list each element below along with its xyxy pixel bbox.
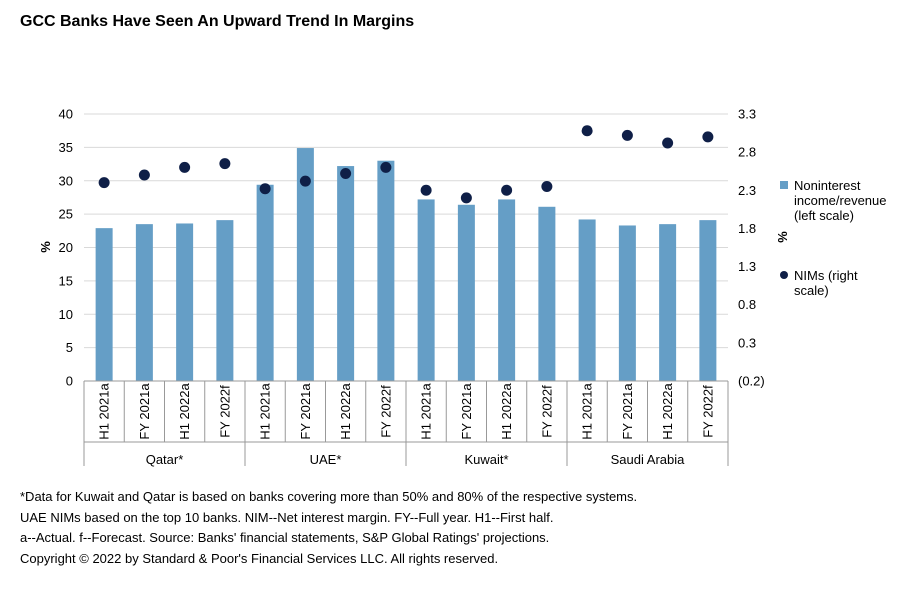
y-right-tick-label: 1.3 — [738, 259, 756, 274]
legend-bar-label-line: income/revenue — [794, 193, 887, 208]
y-left-tick-label: 0 — [66, 374, 73, 389]
bar — [659, 224, 677, 381]
x-tick-label: H1 2022a — [660, 383, 675, 440]
data-point — [420, 184, 432, 196]
footnotes: *Data for Kuwait and Qatar is based on b… — [20, 487, 637, 569]
bar — [538, 206, 556, 381]
y-left-tick-label: 35 — [59, 140, 73, 155]
data-point — [179, 161, 191, 173]
bar — [216, 220, 234, 381]
x-tick-label: FY 2022f — [539, 385, 554, 438]
x-tick-label: H1 2021a — [97, 383, 112, 440]
x-tick-label: FY 2021a — [620, 383, 635, 440]
legend-dot-label-line: scale) — [794, 283, 829, 298]
bar — [296, 148, 314, 381]
x-tick-label: FY 2021a — [298, 383, 313, 440]
data-point — [541, 180, 553, 192]
bar — [176, 223, 194, 381]
y-left-tick-label: 10 — [59, 307, 73, 322]
bar — [95, 228, 113, 381]
data-point — [138, 169, 150, 181]
bar — [699, 220, 717, 381]
x-tick-label: FY 2021a — [459, 383, 474, 440]
y-left-tick-label: 15 — [59, 273, 73, 288]
group-label: Saudi Arabia — [611, 452, 685, 467]
footnote: a--Actual. f--Forecast. Source: Banks' f… — [20, 530, 550, 545]
footnote: Copyright © 2022 by Standard & Poor's Fi… — [20, 550, 499, 566]
data-point — [98, 177, 110, 189]
footnote: *Data for Kuwait and Qatar is based on b… — [20, 489, 638, 504]
data-point — [621, 129, 633, 141]
legend-dot-swatch — [780, 271, 788, 279]
data-point — [460, 192, 472, 204]
x-tick-label: FY 2022f — [217, 385, 232, 438]
bar — [578, 219, 596, 381]
legend-bar-swatch — [780, 181, 788, 189]
bar — [457, 204, 475, 381]
chart-title: GCC Banks Have Seen An Upward Trend In M… — [20, 13, 415, 30]
data-point — [340, 168, 352, 180]
y-left-tick-label: 30 — [59, 173, 73, 188]
data-point — [501, 184, 513, 196]
data-point — [662, 137, 674, 149]
x-tick-label: H1 2021a — [580, 383, 595, 440]
data-point — [702, 131, 714, 143]
bar — [377, 160, 395, 381]
group-label: Qatar* — [146, 452, 184, 467]
bar — [498, 199, 516, 381]
group-label: Kuwait* — [464, 452, 508, 467]
x-tick-label: H1 2022a — [499, 383, 514, 440]
y-right-tick-label: 1.8 — [738, 221, 756, 236]
data-point — [219, 158, 231, 170]
y-right-tick-label: 2.3 — [738, 183, 756, 198]
x-tick-label: H1 2021a — [258, 383, 273, 440]
y-left-tick-label: 25 — [59, 207, 73, 222]
x-tick-label: H1 2022a — [338, 383, 353, 440]
x-tick-label: H1 2021a — [419, 383, 434, 440]
footnote: UAE NIMs based on the top 10 banks. NIM-… — [20, 509, 554, 525]
data-point — [581, 125, 593, 137]
legend-dot-label-line: NIMs (right — [794, 268, 858, 283]
bar — [256, 184, 274, 381]
bar — [618, 225, 636, 381]
y-left-tick-label: 40 — [59, 107, 73, 122]
bar — [417, 199, 435, 381]
y-left-tick-label: 5 — [66, 340, 73, 355]
y-right-tick-label: 0.3 — [738, 335, 756, 350]
x-tick-label: FY 2021a — [137, 383, 152, 440]
y-right-axis-label: % — [775, 231, 790, 243]
y-right-tick-label: 2.8 — [738, 145, 756, 160]
data-point — [380, 161, 392, 173]
legend-bar-label-line: Noninterest — [794, 178, 861, 193]
bar — [135, 224, 153, 381]
bar — [337, 166, 355, 381]
x-tick-label: FY 2022f — [700, 385, 715, 438]
y-left-axis-label: % — [38, 241, 53, 253]
y-right-tick-label: 0.8 — [738, 297, 756, 312]
y-right-tick-label: (0.2) — [738, 374, 765, 389]
data-point — [259, 183, 271, 195]
y-right-tick-label: 3.3 — [738, 107, 756, 122]
legend-bar-label-line: (left scale) — [794, 208, 854, 223]
data-point — [299, 175, 311, 187]
y-left-tick-label: 20 — [59, 240, 73, 255]
x-tick-label: FY 2022f — [378, 385, 393, 438]
x-tick-label: H1 2022a — [177, 383, 192, 440]
group-label: UAE* — [310, 452, 342, 467]
